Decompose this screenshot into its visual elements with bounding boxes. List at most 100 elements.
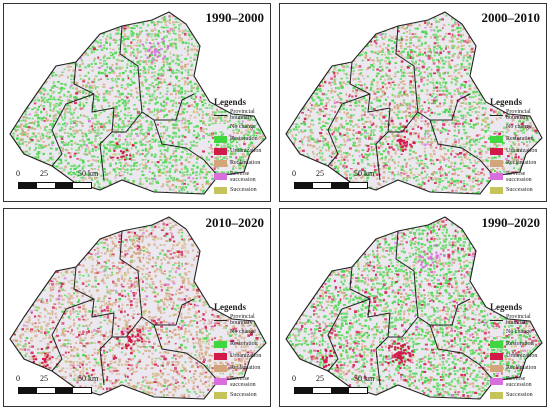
legend-item-succession: Succession: [214, 184, 270, 196]
legend-label: Reverse succession: [230, 170, 256, 183]
period-title: 2010–2020: [205, 215, 265, 230]
legend-swatch: [490, 123, 503, 131]
provincial-boundary: [99, 336, 113, 386]
legend-swatch: [490, 114, 503, 116]
legend-swatch: [214, 147, 227, 155]
scale-label-end: 50 km: [78, 169, 99, 178]
map-legend: Legends Provincial boundary No change Re…: [214, 302, 270, 401]
legend-item-urbanization: Urbanization: [490, 350, 546, 362]
scale-label-mid: 25: [40, 374, 48, 383]
legend-swatch: [214, 364, 227, 372]
region-map: [285, 11, 543, 195]
legend-label: Succession: [506, 187, 533, 193]
scale-label-end: 50 km: [78, 374, 99, 383]
period-title: 2000–2010: [481, 10, 541, 25]
legend-label: No change: [230, 124, 256, 130]
legend-item-reverse-succession: Reverse succession: [214, 374, 270, 389]
scale-label-zero: 0: [292, 169, 296, 178]
legend-label: Succession: [230, 187, 257, 193]
legend-swatch: [214, 391, 227, 399]
legend-label: Succession: [230, 392, 257, 398]
legend-label: Restoration: [506, 136, 534, 142]
legend-swatch: [214, 340, 227, 348]
legend-label: Restoration: [230, 136, 258, 142]
legend-swatch: [490, 186, 503, 194]
legend-item-boundary: Provincial boundary: [214, 314, 270, 326]
scale-bar: 0 25 50 km: [16, 169, 128, 193]
map-legend: Legends Provincial boundary No change Re…: [490, 302, 546, 401]
provincial-boundary: [387, 298, 471, 338]
legend-label: Reclamation: [506, 160, 537, 166]
provincial-boundary: [99, 131, 113, 181]
legend-item-restoration: Restoration: [490, 133, 546, 145]
provincial-boundary: [327, 298, 371, 372]
legend-swatch: [214, 173, 227, 180]
legend-item-reverse-succession: Reverse succession: [490, 169, 546, 184]
legend-label: Reverse succession: [506, 170, 532, 183]
provincial-boundary: [111, 298, 195, 338]
legend-item-reclamation: Reclamation: [490, 362, 546, 374]
provincial-boundary: [375, 336, 389, 386]
legend-label: No change: [230, 329, 256, 335]
legend-item-urbanization: Urbanization: [214, 350, 270, 362]
legend-swatch: [490, 340, 503, 348]
period-title: 1990–2000: [205, 10, 265, 25]
legend-label: Succession: [506, 392, 533, 398]
map-panel-2000-2010: 2000–2010 Legends Provincial boundary No…: [279, 3, 547, 202]
legend-item-restoration: Restoration: [214, 133, 270, 145]
legend-swatch: [214, 186, 227, 194]
legend-label: Urbanization: [230, 148, 262, 154]
region-map: [9, 216, 267, 400]
legend-swatch: [214, 328, 227, 336]
legend-item-boundary: Provincial boundary: [490, 314, 546, 326]
provincial-boundary: [119, 25, 143, 113]
provincial-boundary: [327, 93, 371, 167]
legend-label: No change: [506, 329, 532, 335]
legend-swatch: [490, 352, 503, 360]
legend-swatch: [490, 135, 503, 143]
provincial-boundary: [429, 324, 495, 382]
legend-swatch: [490, 378, 503, 385]
provincial-boundary: [395, 230, 419, 318]
provincial-boundary: [153, 119, 219, 177]
scale-label-zero: 0: [292, 374, 296, 383]
legend-swatch: [490, 173, 503, 180]
legend-item-restoration: Restoration: [214, 338, 270, 350]
legend-item-boundary: Provincial boundary: [214, 109, 270, 121]
legend-label: Reverse succession: [230, 375, 256, 388]
scale-label-mid: 25: [316, 169, 324, 178]
legend-label: Provincial boundary: [230, 314, 255, 326]
scale-track: [18, 182, 92, 189]
legend-swatch: [214, 319, 227, 321]
legend-item-no-change: No change: [490, 121, 546, 133]
legend-label: Urbanization: [230, 353, 262, 359]
legend-swatch: [490, 147, 503, 155]
legend-item-urbanization: Urbanization: [490, 145, 546, 157]
legend-item-restoration: Restoration: [490, 338, 546, 350]
scale-label-end: 50 km: [354, 169, 375, 178]
map-base: [10, 12, 266, 194]
scale-track: [18, 387, 92, 394]
provincial-boundary: [51, 93, 95, 167]
provincial-boundary: [153, 324, 219, 382]
legend-item-reverse-succession: Reverse succession: [214, 169, 270, 184]
legend-label: Provincial boundary: [230, 109, 255, 121]
scale-bar: 0 25 50 km: [16, 374, 128, 398]
legend-item-urbanization: Urbanization: [214, 145, 270, 157]
map-panel-2010-2020: 2010–2020 Legends Provincial boundary No…: [3, 208, 271, 407]
scale-label-mid: 25: [316, 374, 324, 383]
legend-item-succession: Succession: [490, 184, 546, 196]
legend-label: Reclamation: [230, 160, 261, 166]
provincial-boundary: [429, 119, 495, 177]
scale-label-zero: 0: [16, 374, 20, 383]
provincial-boundary: [375, 131, 389, 181]
legend-label: Reclamation: [230, 365, 261, 371]
provincial-boundary: [387, 93, 471, 133]
provincial-boundary: [395, 25, 419, 113]
legend-title: Legends: [214, 97, 247, 107]
legend-swatch: [214, 378, 227, 385]
legend-label: Provincial boundary: [506, 109, 531, 121]
legend-item-succession: Succession: [214, 389, 270, 401]
scale-label-mid: 25: [40, 169, 48, 178]
legend-swatch: [490, 364, 503, 372]
